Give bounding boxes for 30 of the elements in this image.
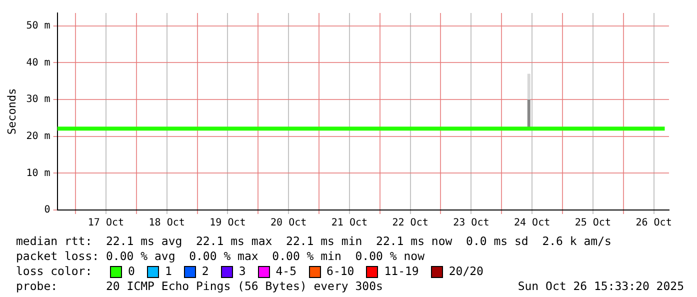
y-tick-label: 50 m — [26, 20, 50, 32]
legend-label: 0 — [128, 264, 135, 279]
y-tick-label: 0 — [44, 204, 50, 216]
text: median rtt: 22.1 ms avg 22.1 ms max 22.1 ms min 22.1 ms now 0.0 ms sd 2.6 k am/s — [16, 234, 612, 249]
legend-label: 6-10 — [326, 264, 354, 279]
legend-title: loss color: — [16, 264, 94, 279]
y-tick-label: 20 m — [26, 130, 50, 142]
x-tick-label: 22 Oct — [392, 218, 428, 229]
y-tick-label: 40 m — [26, 57, 50, 68]
x-tick-label: 19 Oct — [210, 218, 246, 229]
x-tick-label: 26 Oct — [636, 218, 672, 229]
x-tick-label: 25 Oct — [574, 218, 611, 229]
x-tick-label: 21 Oct — [331, 218, 368, 229]
y-tick-label: 30 m — [26, 94, 50, 106]
legend-label: 3 — [238, 264, 246, 279]
x-tick-label: 18 Oct — [148, 218, 185, 229]
x-tick-label: 24 Oct — [514, 218, 550, 229]
text: packet loss: 0.00 % avg 0.00 % max 0.00 % min 0.00 % now — [16, 249, 426, 264]
text: Sun Oct 26 15:33:20 2025 — [518, 279, 684, 294]
legend-label: 20/20 — [448, 264, 484, 279]
y-tick-label: 10 m — [26, 168, 50, 179]
text: probe: 20 ICMP Echo Pings (56 Bytes) every 300s — [16, 279, 383, 294]
x-tick-label: 23 Oct — [453, 218, 490, 229]
legend-label: 1 — [164, 264, 172, 279]
y-axis-title: Seconds — [5, 88, 18, 135]
x-tick-label: 20 Oct — [270, 218, 307, 229]
legend-label: 2 — [202, 264, 209, 279]
legend-label: 11-19 — [384, 264, 419, 279]
legend-label: 4-5 — [276, 264, 297, 279]
x-tick-label: 17 Oct — [88, 218, 124, 229]
